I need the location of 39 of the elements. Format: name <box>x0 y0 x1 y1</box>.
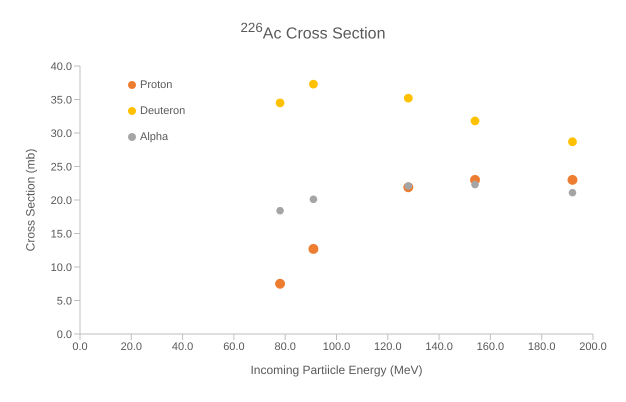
x-tick-label: 200.0 <box>579 340 607 353</box>
point <box>471 180 479 188</box>
y-tick-label: 0.0 <box>56 328 72 341</box>
y-tick-label: 40.0 <box>50 60 72 73</box>
point <box>404 94 413 103</box>
y-tick-label: 10.0 <box>50 262 72 274</box>
point <box>568 137 577 146</box>
y-tick-label: 5.0 <box>56 295 72 308</box>
chart-title: $^{226}$Ac Cross Section <box>240 20 386 44</box>
x-tick-label: 80.0 <box>274 340 296 353</box>
point <box>567 174 578 185</box>
point <box>308 244 318 254</box>
point <box>310 196 318 204</box>
y-tick-label: 25.0 <box>50 161 72 174</box>
x-tick-label: 0.0 <box>72 340 88 353</box>
legend-label: Proton <box>140 79 172 91</box>
point <box>470 116 480 126</box>
x-tick-label: 60.0 <box>223 340 245 353</box>
point <box>309 80 318 88</box>
y-tick-label: 35.0 <box>50 94 72 106</box>
legend-label: Alpha <box>140 131 168 143</box>
x-tick-label: 180.0 <box>528 340 556 353</box>
y-tick-label: 20.0 <box>50 194 72 207</box>
legend-label: Deuteron <box>140 105 186 117</box>
x-tick-label: 100.0 <box>322 340 350 353</box>
x-tick-label: 160.0 <box>476 340 504 353</box>
x-tick-label: 40.0 <box>172 340 194 353</box>
point <box>404 182 412 190</box>
point <box>276 206 284 215</box>
point <box>275 278 286 289</box>
x-axis-title: Incoming Partiicle Energy (MeV) <box>250 363 423 377</box>
point <box>276 98 284 108</box>
y-tick-label: 15.0 <box>50 228 72 240</box>
x-tick-label: 20.0 <box>120 340 142 353</box>
y-axis-title: Cross Section (mb) <box>23 148 38 252</box>
x-tick-label: 140.0 <box>425 340 453 353</box>
point <box>568 188 576 196</box>
y-tick-label: 30.0 <box>50 128 72 140</box>
x-tick-label: 120.0 <box>374 340 402 353</box>
